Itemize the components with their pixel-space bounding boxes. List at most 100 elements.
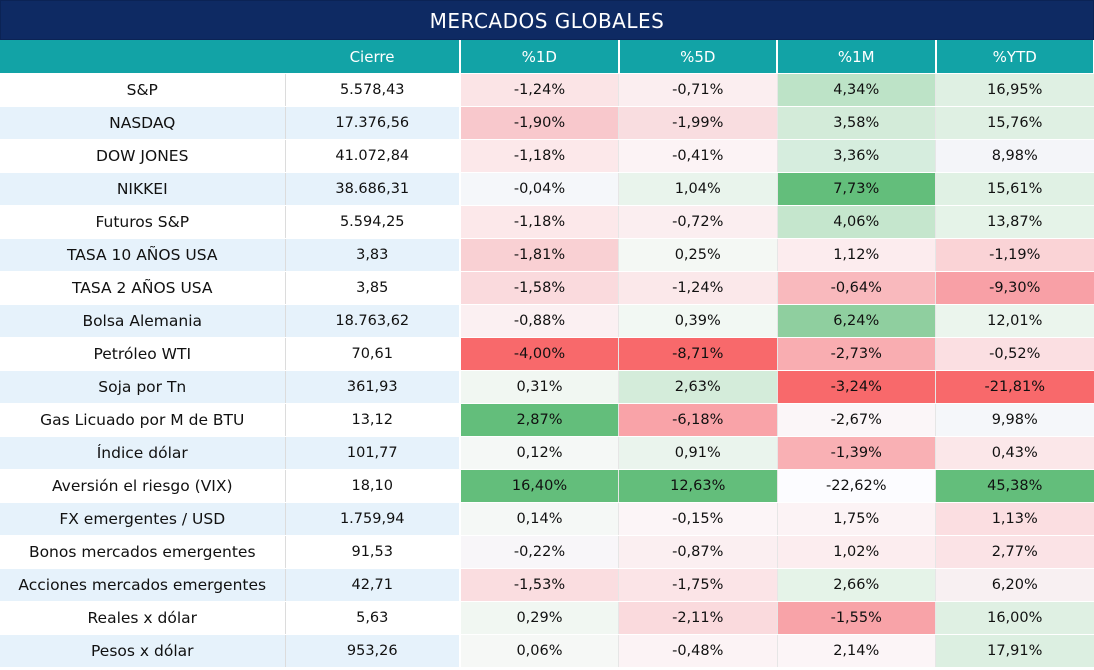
cell-5d: 12,63% xyxy=(618,469,778,503)
cell-1d: 0,31% xyxy=(460,370,619,404)
row-close-value: 42,71 xyxy=(285,568,461,602)
cell-1d: -0,88% xyxy=(460,304,619,338)
cell-1d: -4,00% xyxy=(460,337,619,371)
table-row: FX emergentes / USD 1.759,94 0,14% -0,15% 1,… xyxy=(0,502,1094,536)
cell-ytd: 17,91% xyxy=(935,634,1094,668)
cell-ytd: 16,00% xyxy=(935,601,1094,635)
cell-5d: 0,39% xyxy=(618,304,778,338)
cell-1m: -3,24% xyxy=(777,370,936,404)
cell-1m: 3,36% xyxy=(777,139,936,173)
cell-1m: -2,67% xyxy=(777,403,936,437)
cell-5d: 2,63% xyxy=(618,370,778,404)
table-body: S&P 5.578,43 -1,24% -0,71% 4,34% 16,95% NASDAQ… xyxy=(0,73,1094,668)
cell-1d: -0,22% xyxy=(460,535,619,569)
cell-1m: -0,64% xyxy=(777,271,936,305)
cell-ytd: 45,38% xyxy=(935,469,1094,503)
row-name: Gas Licuado por M de BTU xyxy=(0,403,286,437)
cell-1m: 2,14% xyxy=(777,634,936,668)
row-name: DOW JONES xyxy=(0,139,286,173)
row-close-value: 953,26 xyxy=(285,634,461,668)
row-close-value: 18.763,62 xyxy=(285,304,461,338)
cell-ytd: 0,43% xyxy=(935,436,1094,470)
cell-ytd: 9,98% xyxy=(935,403,1094,437)
table-row: Acciones mercados emergentes 42,71 -1,53% -… xyxy=(0,568,1094,602)
cell-5d: -1,24% xyxy=(618,271,778,305)
cell-5d: 0,91% xyxy=(618,436,778,470)
header-close: Cierre xyxy=(285,40,461,74)
cell-1m: -22,62% xyxy=(777,469,936,503)
row-name: TASA 2 AÑOS USA xyxy=(0,271,286,305)
table-row: Futuros S&P 5.594,25 -1,18% -0,72% 4,06% 13,8… xyxy=(0,205,1094,239)
cell-1m: 1,75% xyxy=(777,502,936,536)
cell-ytd: 8,98% xyxy=(935,139,1094,173)
cell-1m: 1,12% xyxy=(777,238,936,272)
row-close-value: 17.376,56 xyxy=(285,106,461,140)
row-close-value: 5.594,25 xyxy=(285,205,461,239)
cell-1m: -1,55% xyxy=(777,601,936,635)
row-name: NIKKEI xyxy=(0,172,286,206)
cell-1m: 7,73% xyxy=(777,172,936,206)
row-name: Bolsa Alemania xyxy=(0,304,286,338)
row-close-value: 1.759,94 xyxy=(285,502,461,536)
row-name: Reales x dólar xyxy=(0,601,286,635)
cell-1m: -1,39% xyxy=(777,436,936,470)
cell-5d: -0,72% xyxy=(618,205,778,239)
header-1d: %1D xyxy=(460,40,620,74)
cell-5d: -0,15% xyxy=(618,502,778,536)
row-name: Aversión el riesgo (VIX) xyxy=(0,469,286,503)
table-row: Bonos mercados emergentes 91,53 -0,22% -0,8… xyxy=(0,535,1094,569)
cell-1m: 3,58% xyxy=(777,106,936,140)
cell-5d: -0,41% xyxy=(618,139,778,173)
header-ytd: %YTD xyxy=(935,40,1094,74)
row-name: S&P xyxy=(0,73,286,107)
cell-1d: -0,04% xyxy=(460,172,619,206)
row-close-value: 3,83 xyxy=(285,238,461,272)
table-row: DOW JONES 41.072,84 -1,18% -0,41% 3,36% 8,98% xyxy=(0,139,1094,173)
cell-1m: 4,06% xyxy=(777,205,936,239)
cell-ytd: 2,77% xyxy=(935,535,1094,569)
row-close-value: 361,93 xyxy=(285,370,461,404)
cell-1d: 0,29% xyxy=(460,601,619,635)
table-row: NIKKEI 38.686,31 -0,04% 1,04% 7,73% 15,61% xyxy=(0,172,1094,206)
header-1m: %1M xyxy=(777,40,937,74)
cell-5d: -6,18% xyxy=(618,403,778,437)
cell-5d: -2,11% xyxy=(618,601,778,635)
cell-5d: -8,71% xyxy=(618,337,778,371)
cell-5d: -1,99% xyxy=(618,106,778,140)
row-close-value: 13,12 xyxy=(285,403,461,437)
row-name: Acciones mercados emergentes xyxy=(0,568,286,602)
cell-ytd: 12,01% xyxy=(935,304,1094,338)
cell-ytd: 16,95% xyxy=(935,73,1094,107)
cell-1d: -1,58% xyxy=(460,271,619,305)
row-close-value: 5.578,43 xyxy=(285,73,461,107)
cell-ytd: 13,87% xyxy=(935,205,1094,239)
cell-ytd: 1,13% xyxy=(935,502,1094,536)
header-5d: %5D xyxy=(618,40,778,74)
row-name: Índice dólar xyxy=(0,436,286,470)
row-close-value: 91,53 xyxy=(285,535,461,569)
row-close-value: 70,61 xyxy=(285,337,461,371)
table-row: TASA 10 AÑOS USA 3,83 -1,81% 0,25% 1,12% -1,1… xyxy=(0,238,1094,272)
table-row: Gas Licuado por M de BTU 13,12 2,87% -6,18%… xyxy=(0,403,1094,437)
row-name: Soja por Tn xyxy=(0,370,286,404)
cell-1d: 2,87% xyxy=(460,403,619,437)
cell-ytd: 15,76% xyxy=(935,106,1094,140)
row-close-value: 41.072,84 xyxy=(285,139,461,173)
cell-1d: -1,18% xyxy=(460,205,619,239)
cell-1d: -1,24% xyxy=(460,73,619,107)
cell-ytd: 15,61% xyxy=(935,172,1094,206)
cell-ytd: -9,30% xyxy=(935,271,1094,305)
cell-ytd: -0,52% xyxy=(935,337,1094,371)
row-close-value: 3,85 xyxy=(285,271,461,305)
cell-5d: -1,75% xyxy=(618,568,778,602)
cell-5d: -0,87% xyxy=(618,535,778,569)
table-row: Bolsa Alemania 18.763,62 -0,88% 0,39% 6,24% 1… xyxy=(0,304,1094,338)
cell-1m: 6,24% xyxy=(777,304,936,338)
cell-1d: -1,53% xyxy=(460,568,619,602)
cell-5d: 1,04% xyxy=(618,172,778,206)
row-name: Petróleo WTI xyxy=(0,337,286,371)
cell-1d: -1,81% xyxy=(460,238,619,272)
row-name: Pesos x dólar xyxy=(0,634,286,668)
row-name: TASA 10 AÑOS USA xyxy=(0,238,286,272)
cell-5d: -0,48% xyxy=(618,634,778,668)
